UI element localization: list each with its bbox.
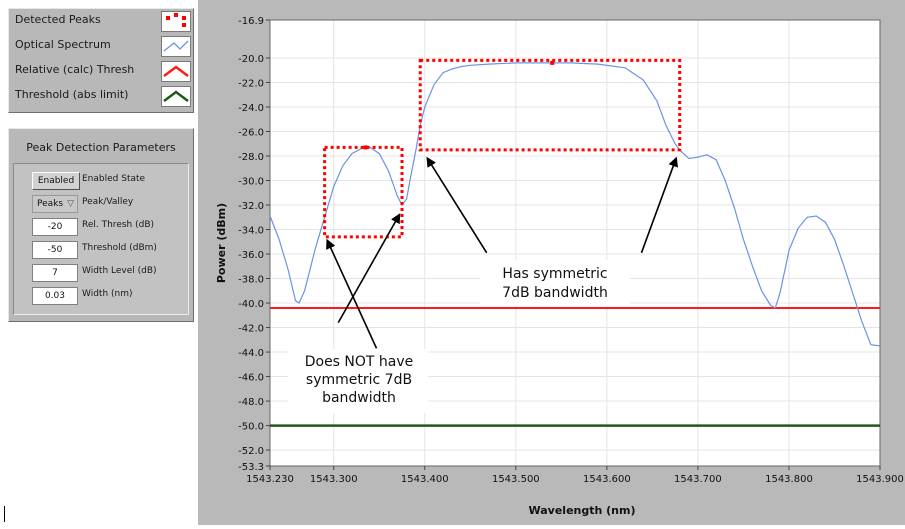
y-tick-label: -34.0 [238,226,264,237]
y-tick-label: -48.0 [238,397,264,408]
param-label: Peak/Valley [82,197,134,207]
param-row-enabled-state: Enabled Enabled State [14,172,188,192]
param-label: Rel. Thresh (dB) [82,220,155,230]
legend-item-abs-thresh[interactable]: Threshold (abs limit) [9,84,193,108]
plot-border [269,19,881,467]
y-tick-label: -52.0 [238,446,264,457]
x-tick-label: 1543.230 [246,474,294,485]
y-tick-label: -26.0 [238,128,264,139]
y-tick-label: -24.0 [238,103,264,114]
spectrum-graph-panel: Has symmetric 7dB bandwidth Does NOT have s… [198,0,905,525]
spectrum-line [269,62,881,347]
param-label: Enabled State [82,174,146,184]
annotation-bg [480,260,630,306]
spectrum-line-icon [161,36,191,57]
param-row-width: 0.03 Width (nm) [14,287,188,307]
params-title: Peak Detection Parameters [26,141,176,154]
peak-marker [550,60,555,65]
x-axis: 1543.230 1543.300 1543.400 1543.500 1543.600… [246,466,904,485]
x-tick-label: 1543.400 [401,474,449,485]
annotation-arrow [337,213,401,324]
peak-valley-select[interactable]: Peaks ▽ [32,195,78,213]
legend-item-optical-spectrum[interactable]: Optical Spectrum [9,34,193,58]
spectrum-trace [269,62,881,347]
peak-boxes [323,58,682,239]
x-tick-label: 1543.500 [492,474,540,485]
param-label: Threshold (dBm) [82,243,157,253]
y-tick-label: -53.3 [238,462,264,473]
green-line-icon [161,86,191,107]
x-tick-label: 1543.300 [310,474,358,485]
x-tick-label: 1543.600 [583,474,631,485]
spectrum-chart[interactable]: Has symmetric 7dB bandwidth Does NOT have s… [198,0,905,525]
legend-item-detected-peaks[interactable]: Detected Peaks [9,9,193,33]
param-row-rel-thresh: -20 Rel. Thresh (dB) [14,218,188,238]
param-row-threshold: -50 Threshold (dBm) [14,241,188,261]
y-tick-label: -42.0 [238,324,264,335]
legend-label: Optical Spectrum [15,38,111,51]
y-tick-label: -16.9 [238,16,264,27]
legend-item-relative-thresh[interactable]: Relative (calc) Thresh [9,59,193,83]
threshold-lines [270,306,880,427]
y-tick-label: -22.0 [238,78,264,89]
annotation-symmetric-label: 7dB bandwidth [502,285,608,301]
params-cluster: Enabled Enabled State Peaks ▽ Peak/Valle… [13,163,189,315]
y-tick-label: -20.0 [238,54,264,65]
red-line-icon [161,61,191,82]
legend-label: Detected Peaks [15,13,101,26]
peak-box [323,145,404,239]
param-row-peak-valley: Peaks ▽ Peak/Valley [14,195,188,215]
y-axis: -16.9 -20.0 -22.0 -24.0 -26.0 -28.0 -30.0 -32.0… [238,16,270,473]
select-value: Peaks [37,199,64,209]
peak-detection-parameters: Peak Detection Parameters Enabled Enable… [8,128,194,322]
y-tick-label: -32.0 [238,201,264,212]
annotation-symmetric-label: Has symmetric [502,266,607,282]
x-tick-label: 1543.800 [765,474,813,485]
x-axis-label: Wavelength (nm) [529,504,636,517]
annotation-arrow [426,156,488,254]
annotation-not-symmetric-label: symmetric 7dB [306,372,412,388]
dotted-square-icon [161,11,191,32]
y-tick-label: -46.0 [238,373,264,384]
param-row-width-level: 7 Width Level (dB) [14,264,188,284]
enabled-toggle-button[interactable]: Enabled [32,172,80,190]
annotation-bg [288,349,428,413]
annotation-not-symmetric-label: Does NOT have [305,354,414,370]
y-axis-label: Power (dBm) [215,203,228,283]
y-tick-label: -40.0 [238,299,264,310]
threshold-input[interactable]: -50 [32,241,78,259]
chevron-down-icon: ▽ [67,199,74,209]
y-tick-label: -38.0 [238,275,264,286]
annotations: Has symmetric 7dB bandwidth Does NOT have s… [288,260,630,413]
text-cursor [4,506,5,522]
y-tick-label: -30.0 [238,177,264,188]
param-label: Width (nm) [82,289,133,299]
width-level-input[interactable]: 7 [32,264,78,282]
annotation-not-symmetric-label: bandwidth [322,390,396,406]
rel-thresh-input[interactable]: -20 [32,218,78,236]
legend-label: Relative (calc) Thresh [15,63,135,76]
y-tick-label: -28.0 [238,152,264,163]
left-panel: Detected Peaks Optical Spectrum Relative… [0,0,198,525]
x-tick-label: 1543.700 [674,474,722,485]
annotation-arrows [326,156,678,349]
y-tick-label: -50.0 [238,422,264,433]
annotation-arrow [326,238,378,349]
annotation-arrow [640,156,678,254]
width-input[interactable]: 0.03 [32,287,78,305]
x-tick-label: 1543.900 [856,474,904,485]
legend-label: Threshold (abs limit) [15,88,129,101]
y-tick-label: -36.0 [238,250,264,261]
plot-legend: Detected Peaks Optical Spectrum Relative… [8,8,194,113]
param-label: Width Level (dB) [82,266,157,276]
peak-marker [363,145,368,150]
y-tick-label: -44.0 [238,348,264,359]
